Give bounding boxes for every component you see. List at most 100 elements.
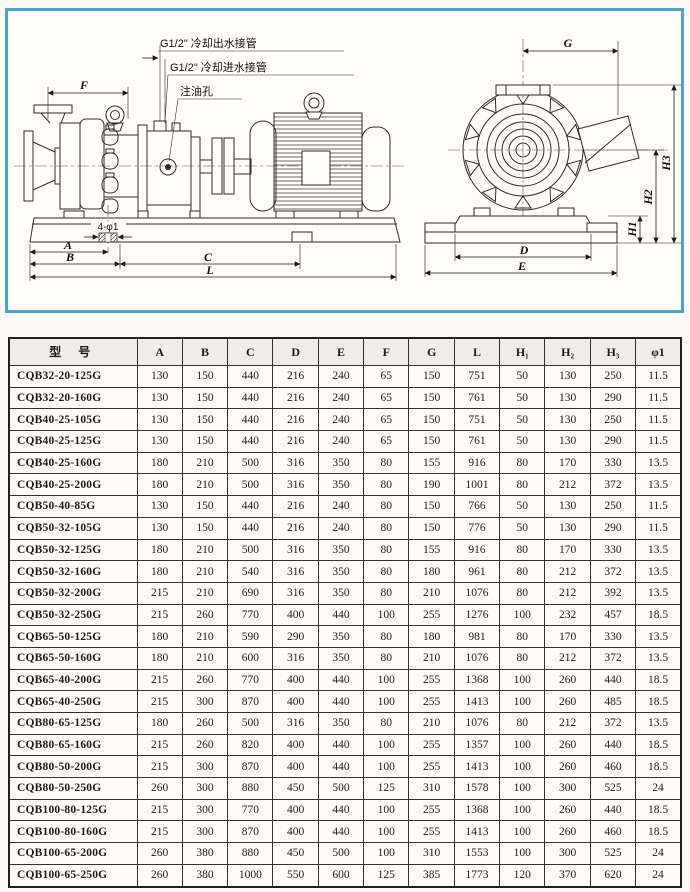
value-cell: 250 [589,365,637,388]
value-cell: 300 [181,820,229,844]
value-cell: 372 [589,473,637,497]
value-cell: 250 [589,495,637,518]
value-cell: 13.5 [635,625,682,648]
table-row: CQB80-65-125G 180 260 500 316 350 80 210 1076 80 2… [8,712,682,735]
value-cell: 770 [227,798,274,822]
value-cell: 18.5 [635,603,682,627]
dim-DE [424,234,618,277]
value-cell: 13.5 [635,451,682,475]
model-cell: CQB80-65-125G [8,712,138,735]
value-cell: 440 [317,690,365,713]
value-cell: 100 [499,755,546,779]
value-cell: 50 [499,386,546,410]
cooling-outlet-label: G1/2" 冷却出水接管 [160,36,257,50]
value-cell: 240 [317,495,365,518]
value-cell: 1001 [453,473,501,497]
table-header-row: 型 号 A B C D E F G L H₁ H₂ H₃ φ1 [8,337,682,366]
value-cell: 100 [363,690,410,713]
pump-lifting-eye [104,105,138,198]
value-cell: 130 [544,495,591,518]
value-cell: 260 [136,863,183,888]
value-cell: 130 [136,430,183,453]
model-cell: CQB65-50-125G [8,625,138,648]
value-cell: 216 [272,430,319,453]
value-cell: 916 [453,538,501,562]
value-cell: 130 [136,516,183,540]
value-cell: 180 [136,538,183,562]
value-cell: 216 [272,408,319,432]
value-cell: 300 [181,755,229,779]
value-cell: 440 [589,798,637,822]
dim-E-label: E [517,259,526,273]
value-cell: 13.5 [635,646,682,670]
value-cell: 100 [499,777,546,800]
value-cell: 330 [589,538,637,562]
value-cell: 215 [136,798,183,822]
model-cell: CQB50-32-200G [8,581,138,605]
value-cell: 500 [227,712,274,735]
value-cell: 100 [499,842,546,865]
value-cell: 255 [408,733,455,757]
table-row: CQB40-25-125G 130 150 440 216 240 65 150 761 50 13… [8,430,682,453]
value-cell: 130 [136,408,183,432]
value-cell: 100 [499,820,546,844]
value-cell: 210 [181,581,229,605]
value-cell: 600 [317,863,365,888]
table-row: CQB32-20-160G 130 150 440 216 240 65 150 761 50 13… [8,386,682,410]
value-cell: 372 [589,712,637,735]
model-cell: CQB80-50-200G [8,755,138,779]
col-header-C: C [227,337,274,366]
value-cell: 400 [272,798,319,822]
value-cell: 440 [317,798,365,822]
model-cell: CQB100-80-160G [8,820,138,844]
model-cell: CQB80-50-250G [8,777,138,800]
value-cell: 240 [317,516,365,540]
table-row: CQB80-65-160G 215 260 820 400 440 100 255 1357 10… [8,733,682,757]
value-cell: 190 [408,473,455,497]
value-cell: 370 [544,863,591,888]
value-cell: 460 [589,820,637,844]
value-cell: 18.5 [635,668,682,692]
table-row: CQB50-32-125G 180 210 500 316 350 80 155 916 80 17… [8,538,682,562]
value-cell: 100 [363,798,410,822]
table-row: CQB100-80-160G 215 300 870 400 440 100 255 1413 1… [8,820,682,844]
value-cell: 255 [408,668,455,692]
value-cell: 380 [181,863,229,888]
value-cell: 316 [272,538,319,562]
value-cell: 50 [499,408,546,432]
table-row: CQB50-32-200G 215 210 690 316 350 80 210 1076 80 2… [8,581,682,605]
value-cell: 255 [408,603,455,627]
value-cell: 260 [544,820,591,844]
value-cell: 290 [589,516,637,540]
table-row: CQB32-20-125G 130 150 440 216 240 65 150 751 50 13… [8,365,682,388]
value-cell: 180 [136,646,183,670]
value-cell: 180 [136,451,183,475]
value-cell: 215 [136,603,183,627]
side-view: G1/2" 冷却出水接管 G1/2" 冷却进水接管 注油孔 [14,36,406,281]
table-row: CQB80-50-200G 215 300 870 400 440 100 255 1413 10… [8,755,682,779]
value-cell: 80 [363,516,410,540]
value-cell: 260 [544,733,591,757]
base-hole-detail [84,205,132,253]
motor-nameplate [301,150,331,186]
value-cell: 11.5 [635,386,682,410]
model-cell: CQB50-32-105G [8,516,138,540]
value-cell: 65 [363,365,410,388]
value-cell: 485 [589,690,637,713]
value-cell: 440 [227,495,274,518]
dim-H3-label: H3 [659,155,673,171]
value-cell: 216 [272,495,319,518]
value-cell: 260 [136,777,183,800]
table-row: CQB40-25-200G 180 210 500 316 350 80 190 1001 80 2… [8,473,682,497]
col-header-H₂: H₂ [544,337,591,366]
value-cell: 150 [408,430,455,453]
value-cell: 120 [499,863,546,888]
value-cell: 392 [589,581,637,605]
value-cell: 80 [499,451,546,475]
pump-dimension-drawing-panel: G1/2" 冷却出水接管 G1/2" 冷却进水接管 注油孔 [5,8,684,313]
value-cell: 260 [181,733,229,757]
value-cell: 380 [181,842,229,865]
discharge-flange [33,104,73,114]
col-header-E: E [317,337,365,366]
value-cell: 350 [317,538,365,562]
